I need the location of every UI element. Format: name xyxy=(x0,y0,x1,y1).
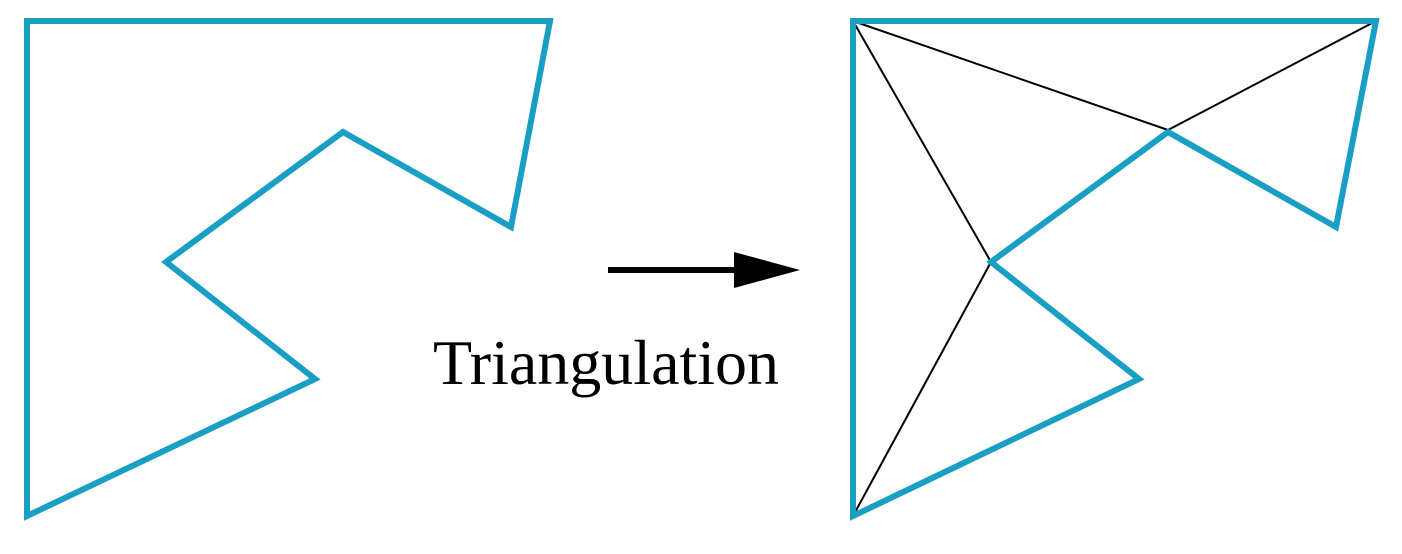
diagonal-1 xyxy=(852,20,1169,131)
transform-arrow-group xyxy=(608,252,800,288)
diagonal-3 xyxy=(852,20,992,263)
triangulated-polygon xyxy=(850,18,1380,521)
diagonal-2 xyxy=(1167,20,1377,131)
caption-triangulation: Triangulation xyxy=(433,327,779,398)
input-polygon-outline xyxy=(24,18,554,521)
right-arrow-icon xyxy=(734,252,800,288)
triangulation-diagonals xyxy=(852,20,1377,517)
diagonal-4 xyxy=(852,261,992,517)
triangulated-polygon-outline xyxy=(850,18,1380,521)
input-polygon xyxy=(24,18,554,521)
